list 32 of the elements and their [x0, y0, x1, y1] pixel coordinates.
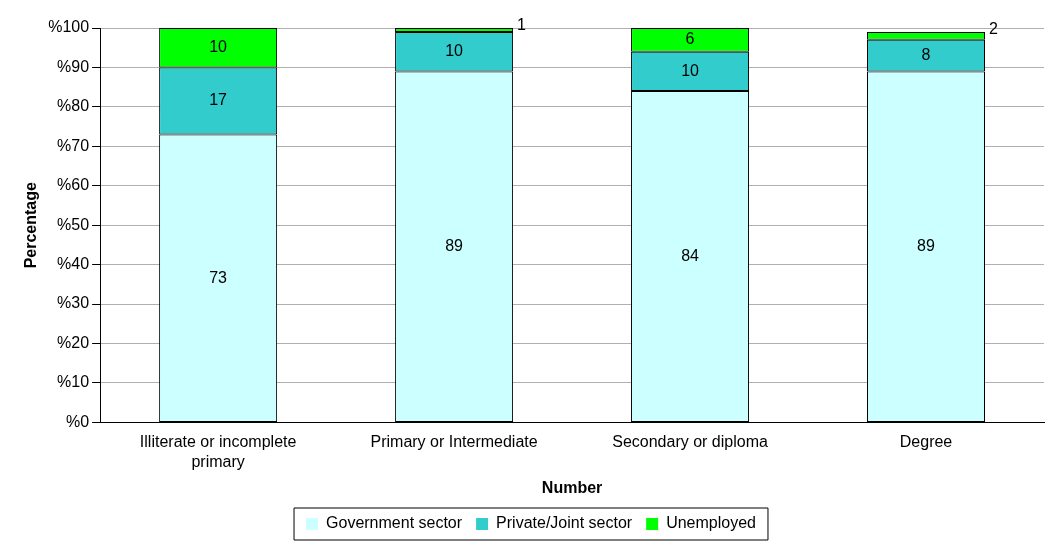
legend-label: Government sector — [326, 514, 463, 532]
x-tick-label: Degree — [899, 433, 953, 451]
y-tick-label: %20 — [57, 333, 90, 351]
data-label: 8 — [921, 46, 931, 64]
y-tick-label: %100 — [48, 18, 90, 36]
y-tick-label: %50 — [57, 215, 90, 233]
y-tick-label: %70 — [57, 136, 90, 154]
legend-label: Private/Joint sector — [496, 514, 633, 532]
x-axis-title: Number — [541, 478, 603, 496]
data-label: 2 — [989, 20, 999, 38]
y-tick-label: %10 — [57, 373, 90, 391]
data-label: 6 — [685, 30, 695, 48]
x-tick-label: Secondary or diploma — [612, 433, 768, 451]
y-tick-label: %60 — [57, 176, 90, 194]
y-axis-title: Percentage — [22, 181, 40, 269]
x-tick-label: Illiterate or incomplete primary — [139, 433, 297, 470]
y-tick-label: %0 — [66, 412, 90, 430]
y-tick-label: %30 — [57, 294, 90, 312]
data-label: 10 — [445, 42, 464, 60]
data-label: 84 — [681, 246, 700, 264]
data-label: 17 — [209, 91, 228, 109]
legend-label: Unemployed — [666, 514, 756, 532]
data-label: 10 — [681, 61, 700, 79]
data-label: 1 — [517, 16, 527, 34]
data-label: 89 — [445, 237, 464, 255]
data-label: 10 — [209, 38, 228, 56]
y-tick-label: %40 — [57, 255, 90, 273]
data-label: 89 — [917, 237, 936, 255]
data-label: 73 — [209, 268, 228, 286]
x-tick-label: Primary or Intermediate — [370, 433, 538, 451]
y-tick-label: %90 — [57, 57, 90, 75]
y-tick-label: %80 — [57, 97, 90, 115]
